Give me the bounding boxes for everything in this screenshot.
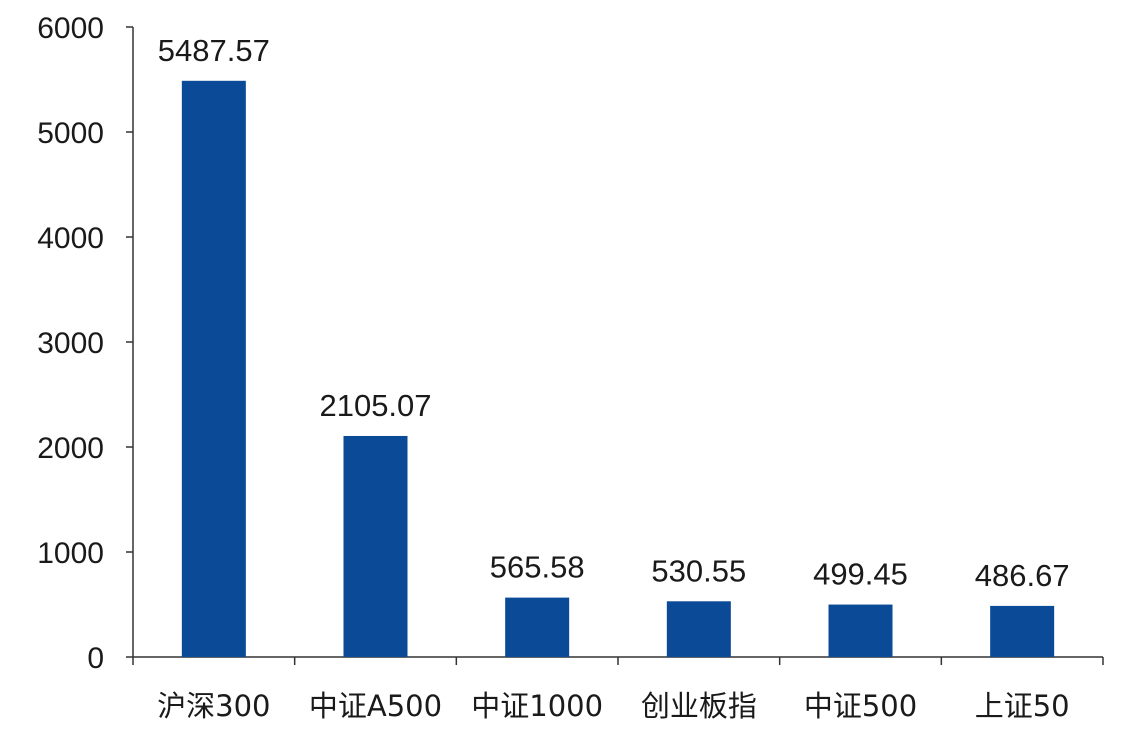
bar (828, 604, 893, 657)
category-label: 中证A500 (309, 689, 442, 723)
data-label: 499.45 (813, 557, 908, 592)
data-label: 2105.07 (319, 388, 431, 423)
chart-axes: 0 1000 2000 3000 4000 5000 6000 (37, 12, 1104, 675)
data-label: 486.67 (975, 558, 1070, 593)
bar (990, 605, 1055, 657)
category-label: 中证500 (804, 689, 917, 723)
chart-bars (181, 80, 1055, 657)
y-tick-label: 3000 (37, 327, 104, 360)
bar (343, 435, 408, 657)
category-label: 沪深300 (157, 689, 270, 723)
bar (181, 80, 246, 657)
y-tick-label: 5000 (37, 117, 104, 150)
y-tick-label: 6000 (37, 12, 104, 45)
chart-labels: 5487.57 沪深300 2105.07 中证A500 565.58 中证1000 530… (157, 33, 1069, 723)
data-label: 565.58 (490, 550, 585, 585)
category-label: 创业板指 (641, 689, 757, 723)
bar (666, 601, 731, 657)
category-label: 上证50 (975, 689, 1070, 723)
y-tick-label: 0 (87, 642, 104, 675)
bar (505, 597, 570, 657)
data-label: 5487.57 (158, 33, 270, 68)
y-tick-label: 2000 (37, 432, 104, 465)
y-tick-label: 1000 (37, 537, 104, 570)
category-label: 中证1000 (471, 689, 603, 723)
y-tick-label: 4000 (37, 222, 104, 255)
data-label: 530.55 (651, 553, 746, 588)
